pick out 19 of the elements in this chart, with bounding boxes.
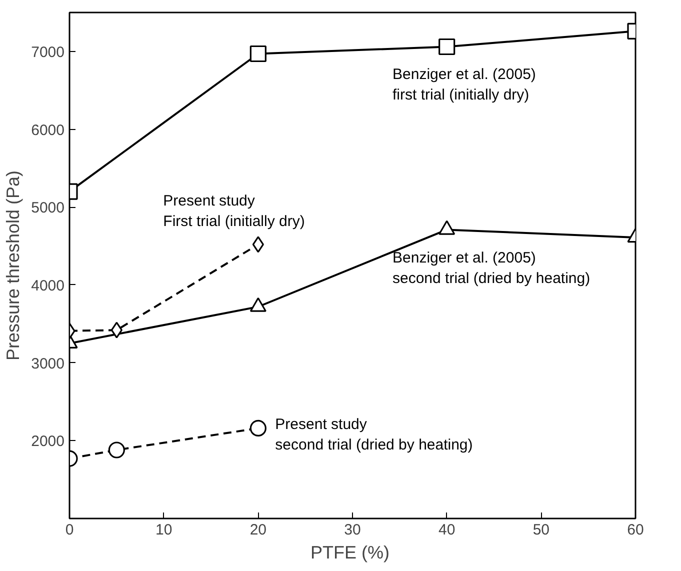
x-axis-title: PTFE (%) [310,542,390,562]
y-tick-label: 2000 [31,433,65,450]
y-tick-label: 3000 [31,355,65,372]
x-tick-label: 30 [344,522,361,538]
y-tick-label: 4000 [31,277,65,294]
x-tick-label: 0 [65,522,74,538]
series-label: Present study second trial (dried by heating) [275,416,473,454]
x-tick-label: 50 [532,522,550,538]
x-tick-label: 10 [155,522,172,538]
series-label: Benziger et al. (2005) first trial (initially dry) [392,66,536,104]
y-axis-title: Pressure threshold (Pa) [3,170,24,361]
x-tick-label: 40 [438,522,456,538]
x-tick-label: 60 [627,522,644,538]
series-label: Benziger et al. (2005) second trial (dried by heating) [392,249,590,287]
y-tick-label: 6000 [31,122,65,139]
y-tick-label: 5000 [31,200,65,217]
text: Present study First trial (initially dry) [163,192,305,230]
x-tick-label: 20 [250,522,267,538]
y-tick-label: 7000 [31,44,65,61]
